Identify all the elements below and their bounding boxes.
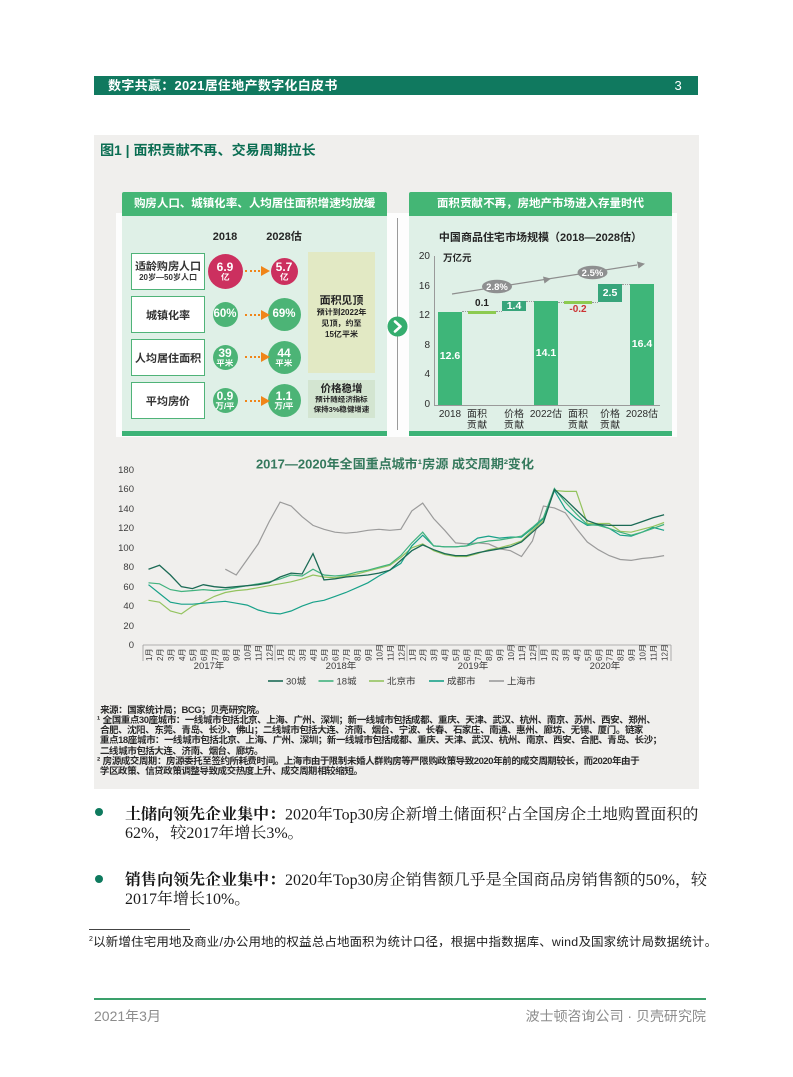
svg-text:2月: 2月 [551, 649, 560, 661]
svg-text:1月: 1月 [408, 649, 417, 661]
svg-text:3月: 3月 [299, 649, 308, 661]
svg-text:11月: 11月 [386, 645, 395, 661]
svg-text:180: 180 [118, 465, 134, 476]
svg-text:10月: 10月 [639, 644, 648, 661]
svg-text:6月: 6月 [595, 649, 604, 661]
svg-text:0: 0 [129, 640, 134, 651]
svg-text:5月: 5月 [189, 649, 198, 661]
svg-text:120: 120 [118, 523, 134, 534]
svg-text:12月: 12月 [266, 644, 275, 661]
svg-text:20: 20 [123, 621, 134, 632]
svg-text:4月: 4月 [441, 649, 450, 661]
svg-text:100: 100 [118, 543, 134, 554]
svg-text:10月: 10月 [375, 644, 384, 661]
svg-text:10月: 10月 [507, 644, 516, 661]
svg-text:1月: 1月 [540, 649, 549, 661]
svg-text:5月: 5月 [452, 649, 461, 661]
svg-text:12月: 12月 [661, 644, 670, 661]
svg-text:2月: 2月 [419, 649, 428, 661]
svg-text:11月: 11月 [255, 645, 264, 661]
svg-text:2019年: 2019年 [458, 660, 489, 672]
svg-text:6月: 6月 [463, 649, 472, 661]
svg-text:7月: 7月 [211, 649, 220, 661]
svg-text:9月: 9月 [233, 649, 242, 661]
svg-text:2017年: 2017年 [194, 660, 225, 672]
svg-text:2020年: 2020年 [590, 660, 621, 672]
svg-text:9月: 9月 [496, 649, 505, 661]
svg-text:60: 60 [123, 582, 134, 593]
svg-text:3月: 3月 [167, 649, 176, 661]
svg-text:1月: 1月 [145, 649, 154, 661]
svg-text:2月: 2月 [288, 649, 297, 661]
svg-text:10月: 10月 [244, 644, 253, 661]
svg-text:2018年: 2018年 [326, 660, 357, 672]
svg-text:4月: 4月 [178, 649, 187, 661]
svg-text:80: 80 [123, 562, 134, 573]
svg-text:12月: 12月 [397, 644, 406, 661]
svg-text:1月: 1月 [277, 649, 286, 661]
svg-text:5月: 5月 [584, 649, 593, 661]
svg-text:上海市: 上海市 [507, 676, 536, 688]
svg-text:9月: 9月 [628, 649, 637, 661]
svg-text:成都市: 成都市 [447, 676, 476, 688]
svg-text:8月: 8月 [617, 649, 626, 661]
svg-text:18城: 18城 [337, 677, 358, 688]
svg-text:11月: 11月 [518, 645, 527, 661]
svg-text:6月: 6月 [200, 649, 209, 661]
svg-text:8月: 8月 [353, 649, 362, 661]
svg-text:6月: 6月 [332, 649, 341, 661]
svg-text:30城: 30城 [286, 677, 307, 688]
svg-text:12月: 12月 [529, 644, 538, 661]
svg-text:140: 140 [118, 504, 134, 515]
svg-text:2月: 2月 [156, 649, 165, 661]
svg-text:11月: 11月 [650, 645, 659, 661]
svg-text:2.8%: 2.8% [486, 282, 508, 293]
svg-text:160: 160 [118, 484, 134, 495]
svg-text:5月: 5月 [321, 649, 330, 661]
svg-text:3月: 3月 [562, 649, 571, 661]
svg-text:北京市: 北京市 [387, 676, 416, 688]
svg-text:4月: 4月 [573, 649, 582, 661]
svg-text:40: 40 [123, 601, 134, 612]
svg-text:2.5%: 2.5% [582, 268, 604, 279]
svg-text:2017—2020年全国重点城市¹房源 成交周期²变化: 2017—2020年全国重点城市¹房源 成交周期²变化 [256, 457, 534, 472]
svg-text:7月: 7月 [606, 649, 615, 661]
svg-text:7月: 7月 [474, 649, 483, 661]
svg-text:7月: 7月 [342, 649, 351, 661]
svg-text:3月: 3月 [430, 649, 439, 661]
svg-text:8月: 8月 [485, 649, 494, 661]
svg-text:9月: 9月 [364, 649, 373, 661]
svg-text:4月: 4月 [310, 649, 319, 661]
svg-text:8月: 8月 [222, 649, 231, 661]
